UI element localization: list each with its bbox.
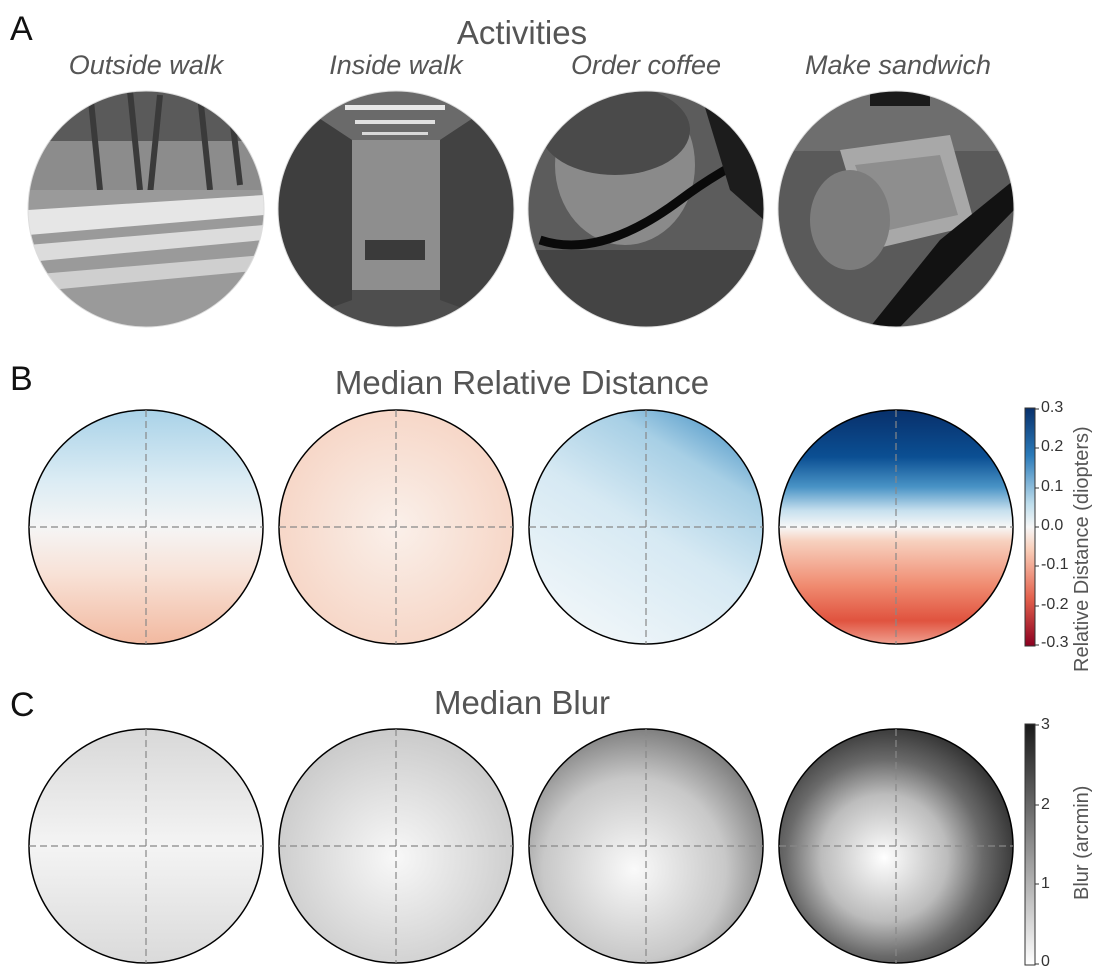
blur-map-inside-walk [278, 728, 514, 964]
photo-inside-walk [278, 91, 514, 327]
distance-tick-label: 0.2 [1041, 438, 1064, 455]
photo-outline-inside-walk [277, 90, 515, 328]
panel-letter-b: B [10, 360, 33, 398]
photo-outside-walk [28, 91, 264, 327]
distance-map-order-coffee [528, 409, 764, 645]
blur-colorbar-label: Blur (arcmin) [1071, 785, 1093, 900]
activity-label-inside-walk: Inside walk [329, 50, 463, 80]
distance-tick-label: -0.2 [1041, 596, 1069, 613]
distance-tick-label: -0.1 [1041, 556, 1069, 573]
blur-tick-label: 1 [1041, 875, 1050, 892]
panel-letter-c: C [10, 686, 35, 724]
photo-outline-make-sandwich [777, 90, 1015, 328]
panel-b-title: Median Relative Distance [334, 364, 710, 401]
distance-tick-label: 0.0 [1041, 517, 1064, 534]
panel-a-title: Activities [456, 14, 588, 51]
distance-map-outside-walk [28, 409, 264, 645]
blur-map-outside-walk [28, 728, 264, 964]
blur-tick-label: 3 [1041, 716, 1050, 733]
activity-label-outside-walk: Outside walk [68, 50, 224, 80]
distance-tick-label: 0.3 [1041, 399, 1064, 416]
blur-map-make-sandwich [778, 728, 1014, 964]
photo-outline-order-coffee [527, 90, 765, 328]
photo-outline-outside-walk [27, 90, 265, 328]
blur-tick-label: 0 [1041, 953, 1050, 970]
photo-make-sandwich [778, 91, 1014, 327]
activity-label-order-coffee: Order coffee [570, 50, 722, 80]
blur-colorbar [1024, 723, 1039, 966]
panel-letter-a: A [10, 10, 33, 48]
activity-label-make-sandwich: Make sandwich [804, 50, 992, 80]
distance-colorbar-label: Relative Distance (diopters) [1071, 426, 1093, 672]
distance-tick-label: -0.3 [1041, 634, 1069, 651]
blur-map-order-coffee [528, 728, 764, 964]
distance-map-make-sandwich [778, 409, 1014, 645]
distance-tick-label: 0.1 [1041, 478, 1064, 495]
distance-colorbar [1024, 407, 1039, 647]
photo-order-coffee [528, 91, 764, 327]
panel-c-title: Median Blur [433, 684, 611, 721]
distance-map-inside-walk [278, 409, 514, 645]
blur-tick-label: 2 [1041, 796, 1050, 813]
